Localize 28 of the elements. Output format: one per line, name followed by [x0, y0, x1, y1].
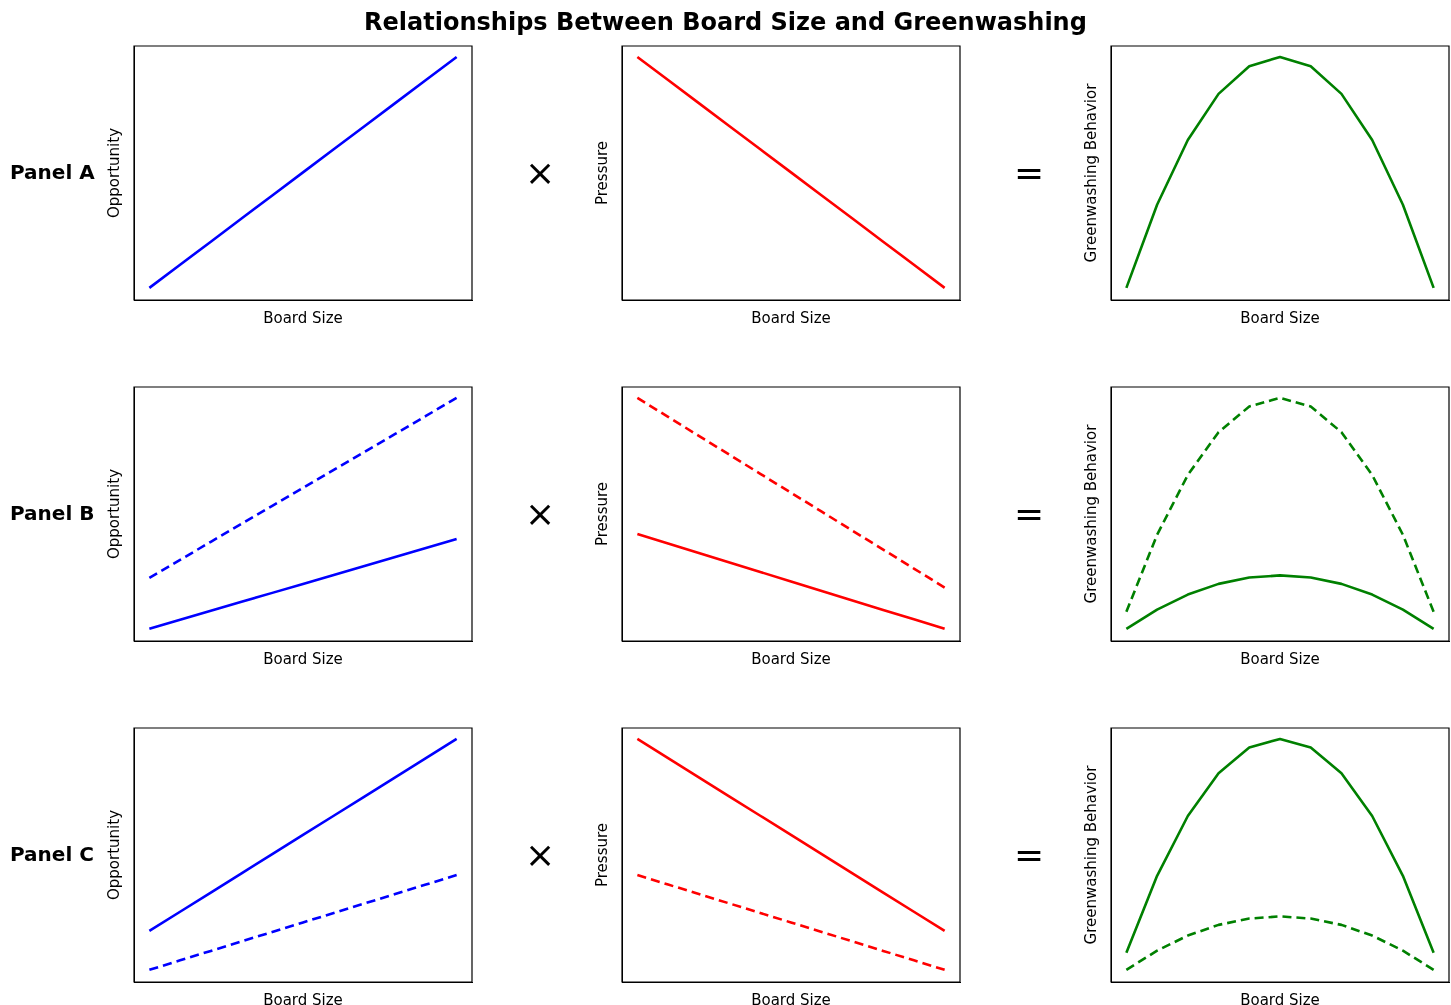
- y-axis-title: Greenwashing Behavior: [1081, 82, 1100, 263]
- x-axis-title: Board Size: [751, 308, 831, 327]
- text: Relationships Between Board Size and Greenwashing: [363, 8, 1088, 36]
- x-axis-title: Board Size: [751, 990, 831, 1005]
- y-axis-title: Opportunity: [104, 468, 123, 560]
- x-axis-title: Board Size: [263, 308, 343, 327]
- x-axis-title: Board Size: [1240, 990, 1320, 1005]
- y-axis-title: Greenwashing Behavior: [1081, 764, 1100, 945]
- text: Panel A: [10, 160, 95, 184]
- y-axis-title: Pressure: [592, 822, 611, 888]
- y-axis-title: Pressure: [592, 481, 611, 547]
- y-axis-title: Opportunity: [104, 127, 123, 219]
- x-axis-title: Board Size: [263, 649, 343, 668]
- text: ×: [525, 151, 556, 193]
- text: Panel B: [10, 501, 95, 525]
- text: ×: [525, 833, 556, 875]
- y-axis-title: Opportunity: [104, 809, 123, 901]
- x-axis-title: Board Size: [1240, 308, 1320, 327]
- x-axis-title: Board Size: [1240, 649, 1320, 668]
- text: ×: [525, 492, 556, 534]
- y-axis-title: Pressure: [592, 140, 611, 206]
- text: Panel C: [10, 842, 94, 866]
- y-axis-title: Greenwashing Behavior: [1081, 423, 1100, 604]
- text: =: [1014, 833, 1045, 875]
- text: =: [1014, 492, 1045, 534]
- x-axis-title: Board Size: [751, 649, 831, 668]
- x-axis-title: Board Size: [263, 990, 343, 1005]
- text: =: [1014, 151, 1045, 193]
